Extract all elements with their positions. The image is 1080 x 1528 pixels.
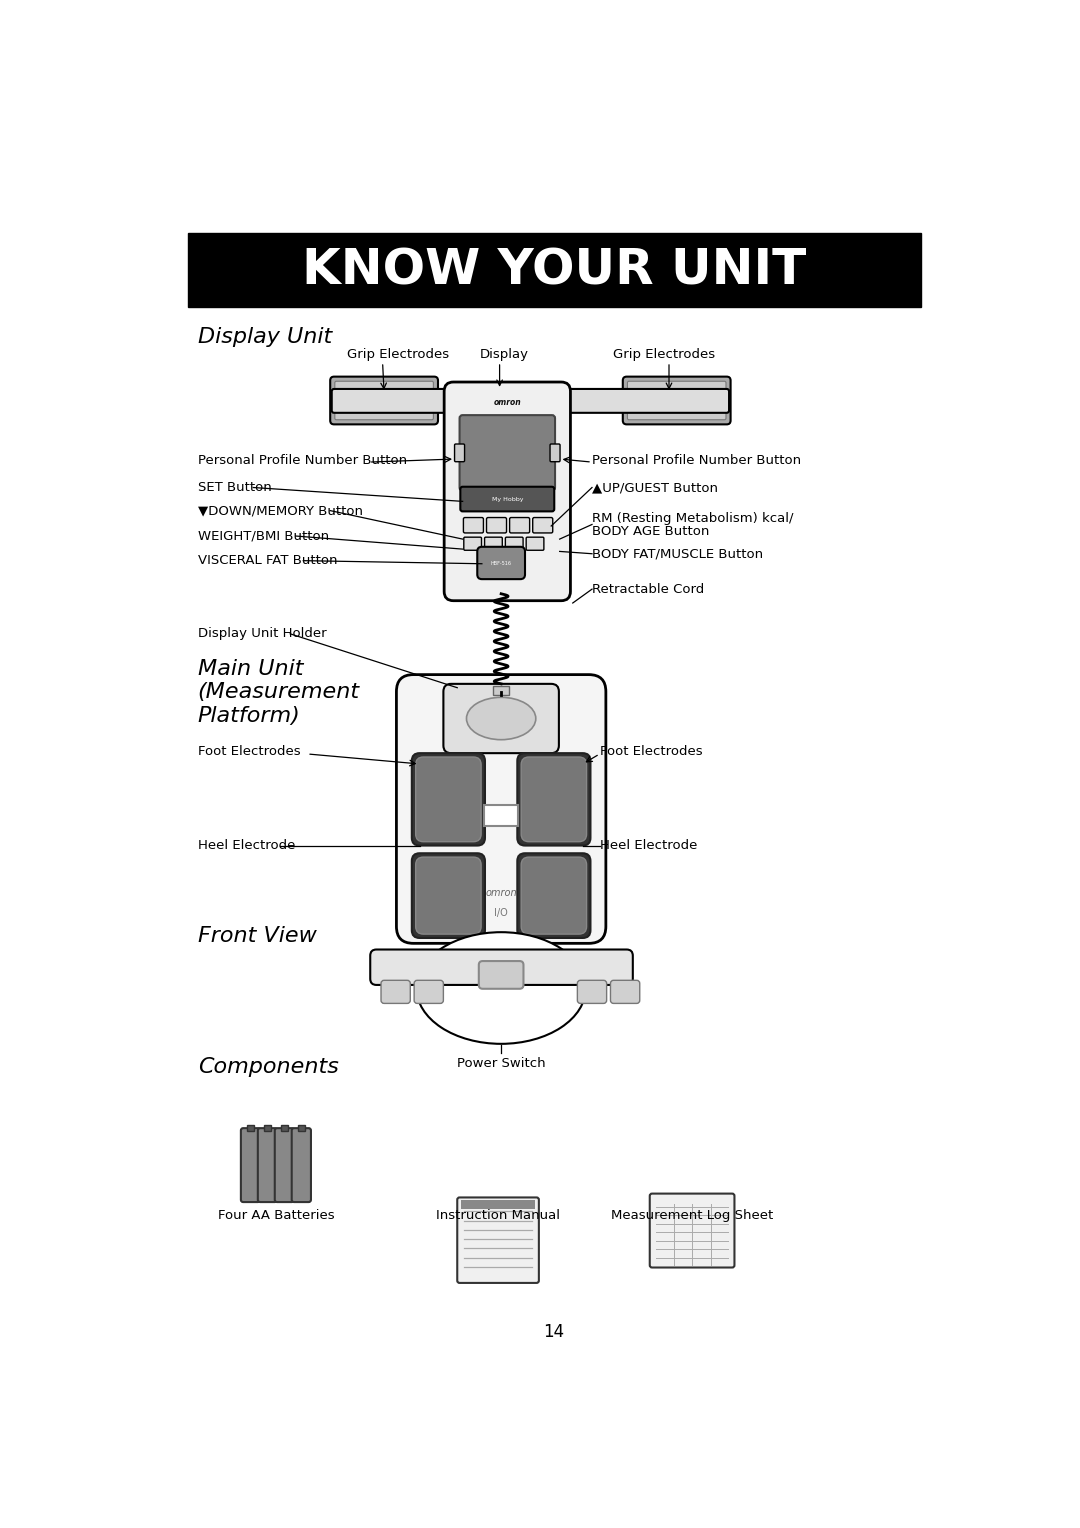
Text: Display: Display bbox=[480, 348, 529, 361]
FancyBboxPatch shape bbox=[550, 445, 561, 461]
FancyBboxPatch shape bbox=[517, 853, 591, 938]
Text: Front View: Front View bbox=[198, 926, 316, 946]
Bar bbox=[494, 686, 509, 695]
FancyBboxPatch shape bbox=[610, 981, 639, 1004]
Bar bbox=[247, 1125, 254, 1131]
Ellipse shape bbox=[417, 932, 585, 1044]
FancyBboxPatch shape bbox=[460, 487, 554, 512]
FancyBboxPatch shape bbox=[505, 538, 523, 550]
Text: WEIGHT/BMI Button: WEIGHT/BMI Button bbox=[198, 530, 329, 542]
Text: Instruction Manual: Instruction Manual bbox=[436, 1209, 561, 1222]
Bar bbox=[188, 234, 921, 307]
FancyBboxPatch shape bbox=[416, 756, 481, 842]
Text: I/O: I/O bbox=[495, 908, 508, 918]
FancyBboxPatch shape bbox=[241, 1128, 260, 1203]
Text: Display Unit: Display Unit bbox=[198, 327, 332, 347]
FancyBboxPatch shape bbox=[444, 382, 570, 601]
Text: VISCERAL FAT Button: VISCERAL FAT Button bbox=[198, 555, 337, 567]
Text: ▼DOWN/MEMORY Button: ▼DOWN/MEMORY Button bbox=[198, 504, 363, 516]
FancyBboxPatch shape bbox=[650, 1193, 734, 1268]
FancyBboxPatch shape bbox=[460, 416, 555, 490]
FancyBboxPatch shape bbox=[463, 518, 484, 533]
Text: Heel Electrode: Heel Electrode bbox=[198, 839, 295, 853]
Text: My Hobby: My Hobby bbox=[491, 497, 523, 503]
FancyBboxPatch shape bbox=[578, 981, 607, 1004]
Bar bbox=[298, 1125, 305, 1131]
FancyBboxPatch shape bbox=[258, 1128, 278, 1203]
FancyBboxPatch shape bbox=[485, 538, 502, 550]
FancyBboxPatch shape bbox=[381, 981, 410, 1004]
Text: BODY AGE Button: BODY AGE Button bbox=[592, 526, 710, 538]
FancyBboxPatch shape bbox=[522, 857, 586, 934]
Text: KNOW YOUR UNIT: KNOW YOUR UNIT bbox=[302, 246, 807, 295]
FancyBboxPatch shape bbox=[330, 376, 438, 425]
Text: Retractable Cord: Retractable Cord bbox=[592, 582, 704, 596]
FancyBboxPatch shape bbox=[274, 1128, 294, 1203]
FancyBboxPatch shape bbox=[414, 981, 444, 1004]
Text: Foot Electrodes: Foot Electrodes bbox=[599, 746, 702, 758]
FancyBboxPatch shape bbox=[416, 857, 481, 934]
Text: Grip Electrodes: Grip Electrodes bbox=[347, 348, 449, 361]
FancyBboxPatch shape bbox=[623, 376, 730, 425]
Text: SET Button: SET Button bbox=[198, 481, 271, 494]
Text: omron: omron bbox=[485, 888, 517, 898]
Text: BODY FAT/MUSCLE Button: BODY FAT/MUSCLE Button bbox=[592, 547, 764, 561]
FancyBboxPatch shape bbox=[478, 961, 524, 989]
FancyBboxPatch shape bbox=[526, 538, 544, 550]
FancyBboxPatch shape bbox=[411, 853, 485, 938]
Ellipse shape bbox=[467, 697, 536, 740]
Text: 14: 14 bbox=[543, 1323, 564, 1342]
Text: Power Switch: Power Switch bbox=[457, 1057, 545, 1070]
Text: Personal Profile Number Button: Personal Profile Number Button bbox=[592, 454, 801, 468]
Text: Foot Electrodes: Foot Electrodes bbox=[198, 746, 300, 758]
Bar bbox=[461, 1199, 535, 1209]
Text: ▲UP/GUEST Button: ▲UP/GUEST Button bbox=[592, 481, 718, 494]
FancyBboxPatch shape bbox=[444, 685, 558, 753]
FancyBboxPatch shape bbox=[627, 382, 726, 420]
Bar bbox=[264, 1125, 271, 1131]
FancyBboxPatch shape bbox=[335, 382, 433, 420]
Bar bbox=[484, 805, 518, 827]
FancyBboxPatch shape bbox=[532, 518, 553, 533]
Bar bbox=[281, 1125, 288, 1131]
FancyBboxPatch shape bbox=[486, 518, 507, 533]
Text: RM (Resting Metabolism) kcal/: RM (Resting Metabolism) kcal/ bbox=[592, 512, 794, 524]
FancyBboxPatch shape bbox=[332, 390, 729, 413]
FancyBboxPatch shape bbox=[396, 675, 606, 943]
FancyBboxPatch shape bbox=[411, 753, 485, 845]
Text: Main Unit
(Measurement
Platform): Main Unit (Measurement Platform) bbox=[198, 659, 360, 726]
FancyBboxPatch shape bbox=[292, 1128, 311, 1203]
FancyBboxPatch shape bbox=[457, 1198, 539, 1284]
Text: Heel Electrode: Heel Electrode bbox=[599, 839, 697, 853]
Text: Display Unit Holder: Display Unit Holder bbox=[198, 628, 326, 640]
Text: omron: omron bbox=[494, 399, 522, 408]
Text: Grip Electrodes: Grip Electrodes bbox=[613, 348, 715, 361]
FancyBboxPatch shape bbox=[455, 445, 464, 461]
Text: Components: Components bbox=[198, 1057, 339, 1077]
FancyBboxPatch shape bbox=[370, 949, 633, 986]
Text: Four AA Batteries: Four AA Batteries bbox=[218, 1209, 335, 1222]
Text: Measurement Log Sheet: Measurement Log Sheet bbox=[611, 1209, 773, 1222]
FancyBboxPatch shape bbox=[522, 756, 586, 842]
Text: HBF-516: HBF-516 bbox=[490, 561, 512, 567]
FancyBboxPatch shape bbox=[463, 538, 482, 550]
Text: Personal Profile Number Button: Personal Profile Number Button bbox=[198, 454, 407, 468]
FancyBboxPatch shape bbox=[477, 547, 525, 579]
FancyBboxPatch shape bbox=[517, 753, 591, 845]
FancyBboxPatch shape bbox=[510, 518, 529, 533]
